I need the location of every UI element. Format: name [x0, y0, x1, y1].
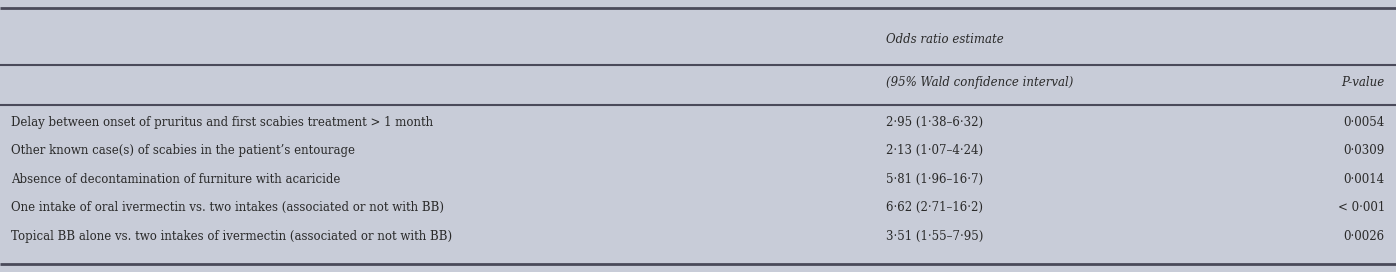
- Text: Topical BB alone vs. two intakes of ivermectin (associated or not with BB): Topical BB alone vs. two intakes of iver…: [11, 230, 452, 243]
- Text: 3·51 (1·55–7·95): 3·51 (1·55–7·95): [886, 230, 984, 243]
- Text: Other known case(s) of scabies in the patient’s entourage: Other known case(s) of scabies in the pa…: [11, 144, 355, 157]
- Text: 2·95 (1·38–6·32): 2·95 (1·38–6·32): [886, 116, 984, 129]
- Text: 2·13 (1·07–4·24): 2·13 (1·07–4·24): [886, 144, 984, 157]
- Text: (95% Wald confidence interval): (95% Wald confidence interval): [886, 76, 1074, 89]
- Text: Delay between onset of pruritus and first scabies treatment > 1 month: Delay between onset of pruritus and firs…: [11, 116, 433, 129]
- Text: 0·0309: 0·0309: [1343, 144, 1385, 157]
- Text: 6·62 (2·71–16·2): 6·62 (2·71–16·2): [886, 201, 983, 214]
- Text: Absence of decontamination of furniture with acaricide: Absence of decontamination of furniture …: [11, 173, 341, 186]
- Text: P-value: P-value: [1342, 76, 1385, 89]
- Text: 5·81 (1·96–16·7): 5·81 (1·96–16·7): [886, 173, 984, 186]
- Text: 0·0026: 0·0026: [1344, 230, 1385, 243]
- Text: < 0·001: < 0·001: [1337, 201, 1385, 214]
- Text: 0·0014: 0·0014: [1344, 173, 1385, 186]
- Text: One intake of oral ivermectin vs. two intakes (associated or not with BB): One intake of oral ivermectin vs. two in…: [11, 201, 444, 214]
- Text: 0·0054: 0·0054: [1343, 116, 1385, 129]
- Text: Odds ratio estimate: Odds ratio estimate: [886, 33, 1004, 46]
